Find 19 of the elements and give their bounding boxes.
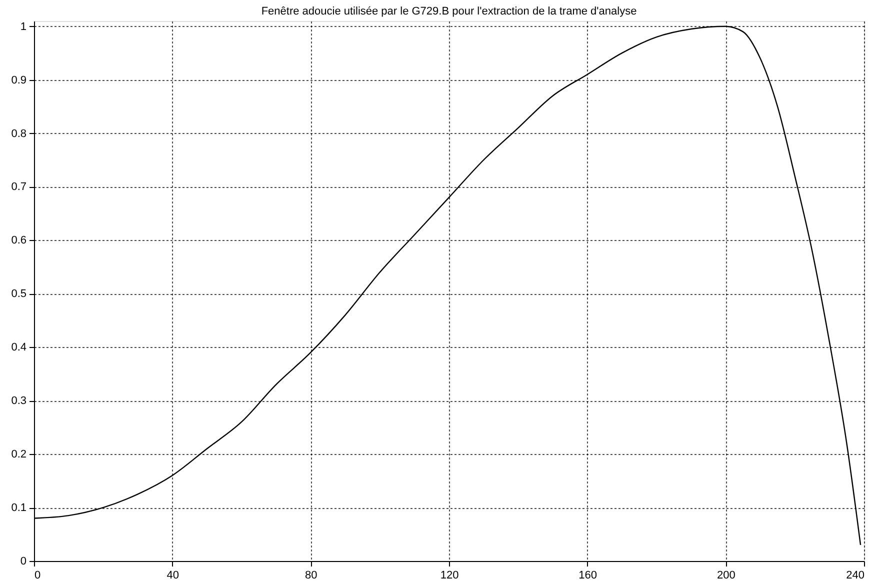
- y-tick-label: 1: [20, 20, 26, 33]
- x-tick-label: 40: [166, 570, 179, 582]
- x-tick-label: 160: [578, 570, 598, 582]
- y-tick-label: 0.2: [11, 448, 26, 461]
- y-tick-label: 0.9: [11, 74, 26, 86]
- y-tick-label: 0.8: [11, 128, 26, 140]
- y-tick-label: 0.3: [11, 395, 26, 408]
- x-tick-label: 200: [716, 570, 736, 582]
- y-tick-label: 0.7: [11, 181, 26, 194]
- x-tick-label: 80: [305, 570, 318, 582]
- y-tick-label: 0.1: [11, 502, 26, 514]
- y-tick-label: 0.5: [11, 288, 26, 300]
- y-tick-label: 0: [20, 556, 26, 568]
- y-tick-label: 0.4: [11, 342, 26, 354]
- y-tick-label: 0.6: [11, 234, 26, 247]
- chart-title: Fenêtre adoucie utilisée par le G729.B pour l'extraction de la trame d'analyse: [261, 5, 637, 18]
- x-tick-label: 0: [34, 570, 41, 582]
- x-tick-label: 120: [440, 570, 459, 582]
- x-tick-label: 240: [846, 570, 864, 582]
